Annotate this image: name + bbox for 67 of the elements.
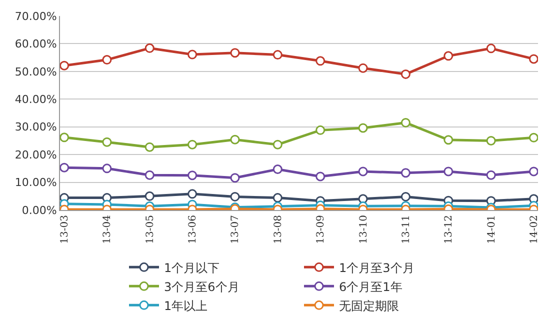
legend-label: 6个月至1年 — [339, 280, 402, 294]
legend-label: 3个月至6个月 — [164, 280, 240, 294]
x-tick-label: 13-05 — [144, 215, 156, 244]
point — [444, 51, 454, 61]
point — [486, 170, 496, 180]
point — [144, 170, 154, 180]
point — [400, 69, 410, 79]
x-tick-label: 13-08 — [272, 215, 284, 244]
point — [230, 173, 240, 183]
legend-label: 无固定期限 — [339, 298, 399, 313]
x-tick-label: 13-12 — [444, 215, 455, 244]
point — [444, 135, 454, 145]
point — [358, 123, 368, 133]
x-tick-label: 13-10 — [358, 215, 370, 244]
point — [188, 170, 198, 180]
point — [60, 60, 70, 70]
x-tick-label: 14-01 — [486, 215, 498, 244]
x-tick-label: 13-07 — [230, 215, 242, 244]
x-tick-label: 13-11 — [400, 215, 412, 244]
point — [444, 166, 454, 176]
legend-label: 1个月至3个月 — [339, 260, 414, 275]
x-tick-label: 13-09 — [316, 215, 327, 244]
point — [316, 172, 326, 182]
point — [528, 54, 538, 64]
point — [400, 168, 410, 178]
point — [316, 125, 326, 135]
x-tick-label: 13-06 — [188, 215, 199, 244]
point — [486, 136, 496, 146]
point — [188, 140, 198, 150]
point — [358, 63, 368, 73]
point — [102, 164, 112, 174]
y-tick-label: 50.00% — [14, 65, 57, 78]
point — [358, 166, 368, 176]
y-tick-label: 0.00% — [22, 204, 57, 217]
legend-label: 1年以上 — [164, 298, 208, 313]
y-tick-label: 60.00% — [14, 38, 57, 51]
point — [400, 192, 410, 202]
point — [144, 191, 154, 201]
point — [60, 132, 70, 142]
point — [102, 137, 112, 147]
point — [528, 166, 538, 176]
point — [400, 118, 410, 128]
point — [188, 50, 198, 60]
point — [230, 134, 240, 144]
point — [144, 43, 154, 53]
point — [102, 55, 112, 65]
point — [528, 132, 538, 142]
y-tick-label: 70.00% — [14, 10, 57, 23]
y-tick-label: 10.00% — [14, 176, 57, 190]
point — [144, 142, 154, 152]
x-tick-label: 14-02 — [528, 215, 540, 244]
point — [230, 192, 240, 202]
y-tick-label: 30.00% — [14, 120, 57, 134]
point — [272, 164, 282, 174]
point — [486, 44, 496, 54]
x-tick-label: 13-03 — [60, 215, 71, 244]
point — [272, 50, 282, 60]
point — [316, 56, 326, 66]
legend-label: 1个月以下 — [164, 260, 220, 275]
y-tick-label: 40.00% — [14, 92, 57, 106]
y-tick-label: 20.00% — [14, 148, 57, 162]
point — [272, 140, 282, 150]
point — [60, 162, 70, 172]
point — [272, 193, 282, 203]
point — [188, 189, 198, 199]
x-tick-label: 13-04 — [102, 215, 114, 244]
point — [230, 48, 240, 58]
